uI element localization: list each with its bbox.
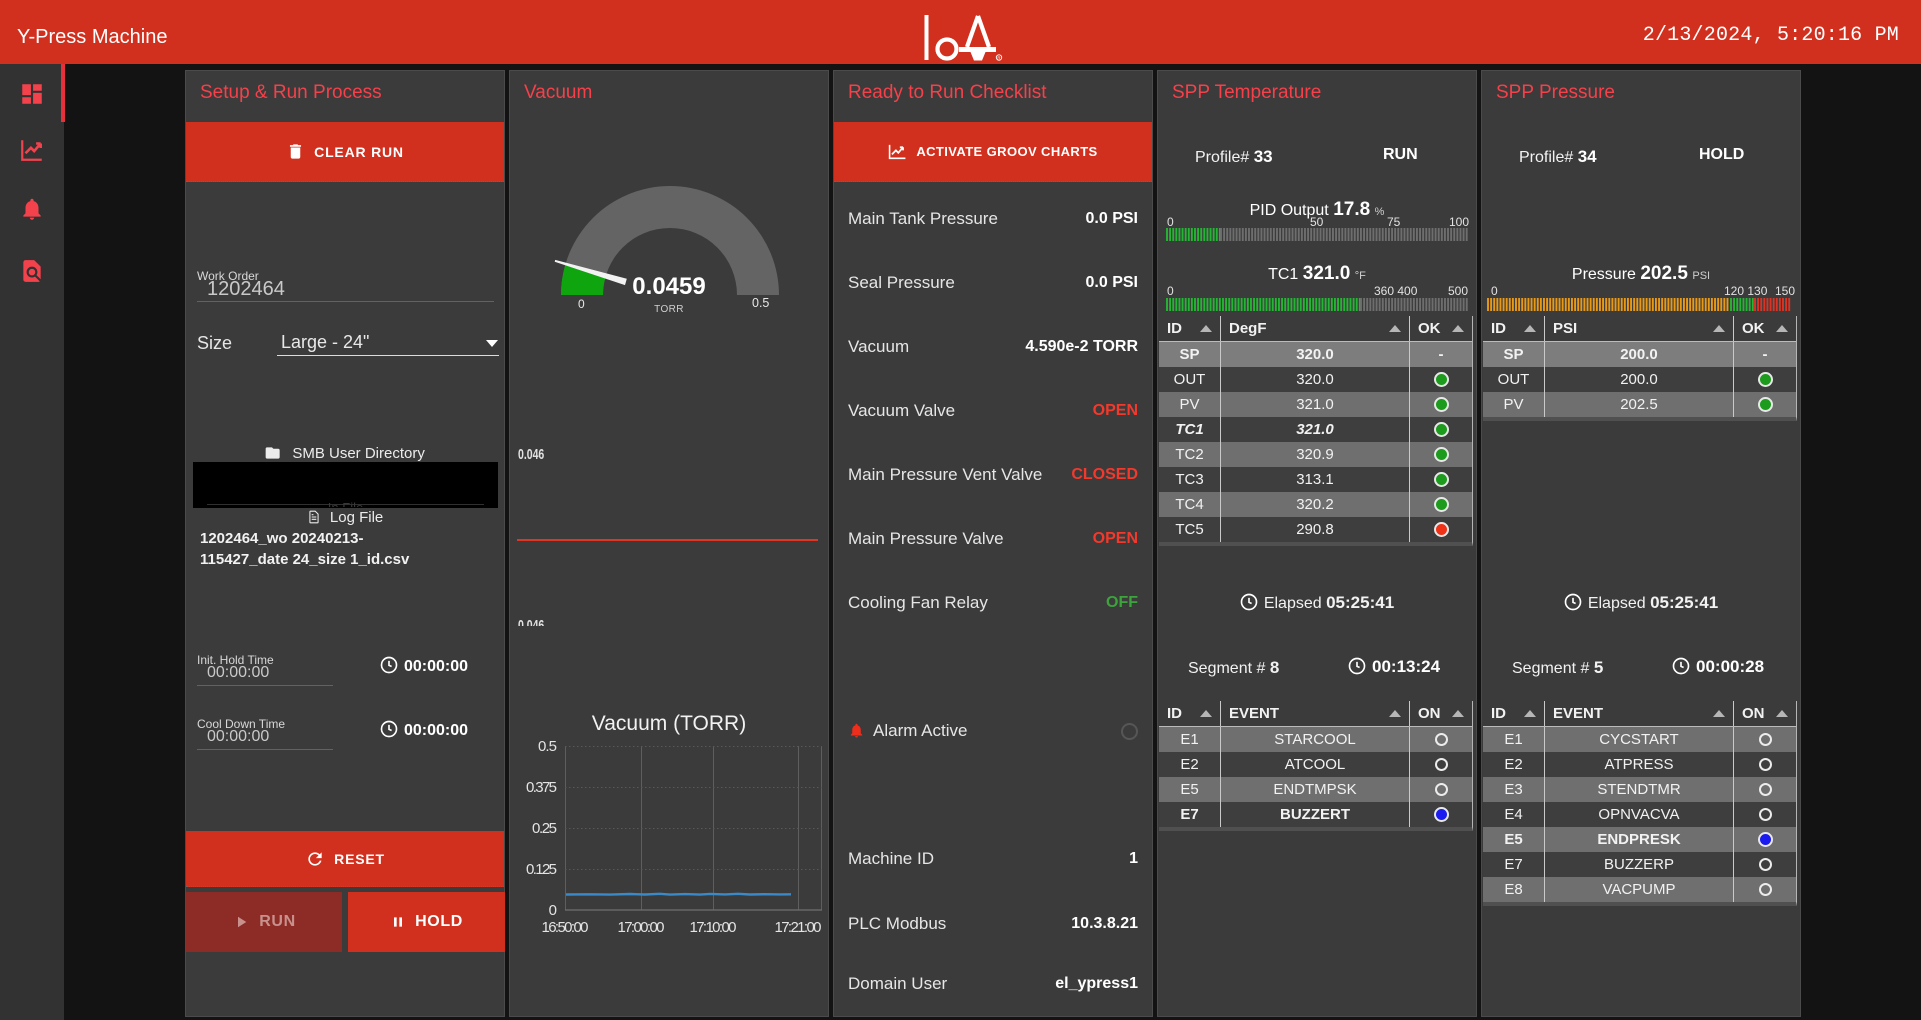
svg-text:0: 0 <box>549 902 557 919</box>
svg-text:0.5: 0.5 <box>538 741 557 755</box>
svg-text:17:21:00: 17:21:00 <box>775 919 822 936</box>
svg-text:0.375: 0.375 <box>526 779 557 796</box>
svg-text:17:00:00: 17:00:00 <box>618 919 665 936</box>
svg-text:0.125: 0.125 <box>526 861 557 878</box>
svg-text:17:10:00: 17:10:00 <box>690 919 737 936</box>
svg-text:0.25: 0.25 <box>532 820 557 837</box>
svg-text:R: R <box>997 55 1000 60</box>
svg-text:16:50:00: 16:50:00 <box>542 919 589 936</box>
